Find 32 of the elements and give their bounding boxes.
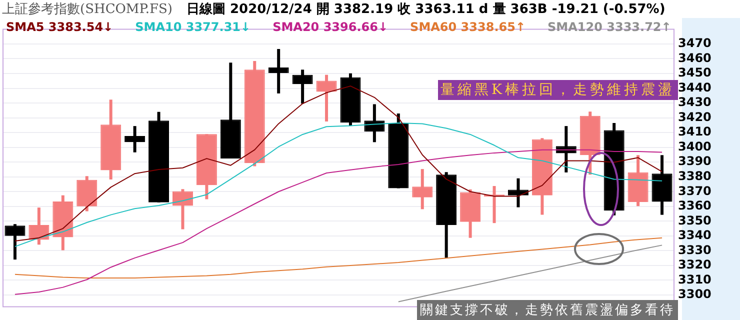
- annotation: 關鍵支撐不破，走勢依舊震盪偏多看待: [417, 300, 678, 320]
- y-tick-label: 3460: [678, 50, 712, 65]
- text: SMA5 3383.54↓: [6, 20, 114, 34]
- text: SMA20 3396.66↓: [272, 20, 388, 34]
- y-tick-label: 3350: [678, 213, 712, 228]
- y-tick-label: 3360: [678, 198, 712, 213]
- y-tick-label: 3310: [678, 272, 712, 286]
- candlestick: [4, 224, 26, 260]
- y-tick-label: 3420: [678, 110, 712, 124]
- candlestick: [412, 169, 433, 210]
- y-tick-label: 3340: [678, 228, 712, 242]
- candlestick: [268, 48, 289, 94]
- y-tick-label: 3470: [678, 36, 712, 50]
- y-tick-label: 3320: [678, 258, 712, 272]
- text: SMA10 3377.31↓: [135, 20, 251, 34]
- text: SMA60 3338.65↑: [410, 20, 526, 34]
- y-tick-label: 3440: [678, 80, 712, 94]
- y-tick-label: 3390: [678, 154, 712, 168]
- y-tick-label: 3380: [678, 168, 712, 183]
- candlestick: [316, 74, 337, 122]
- candlestick: [124, 126, 146, 152]
- y-tick-label: 3330: [678, 242, 712, 257]
- y-tick-label: 3370: [678, 184, 712, 198]
- chart-subtitle: 日線圖 2020/12/24 開 3382.19 收 3363.11 d 量 363B -19.21 (-0.57%): [186, 2, 666, 17]
- annotation: 量縮黑K棒拉回，走勢維持震盪: [438, 80, 678, 100]
- candlestick: [292, 70, 313, 104]
- y-tick-label: 3300: [678, 287, 712, 302]
- chart-title: 上証參考指數(SHCOMP.FS): [2, 2, 172, 17]
- y-tick-label: 3430: [678, 95, 712, 110]
- y-tick-label: 3410: [678, 124, 712, 139]
- y-tick-label: 3400: [678, 139, 712, 154]
- y-tick-label: 3450: [678, 66, 712, 80]
